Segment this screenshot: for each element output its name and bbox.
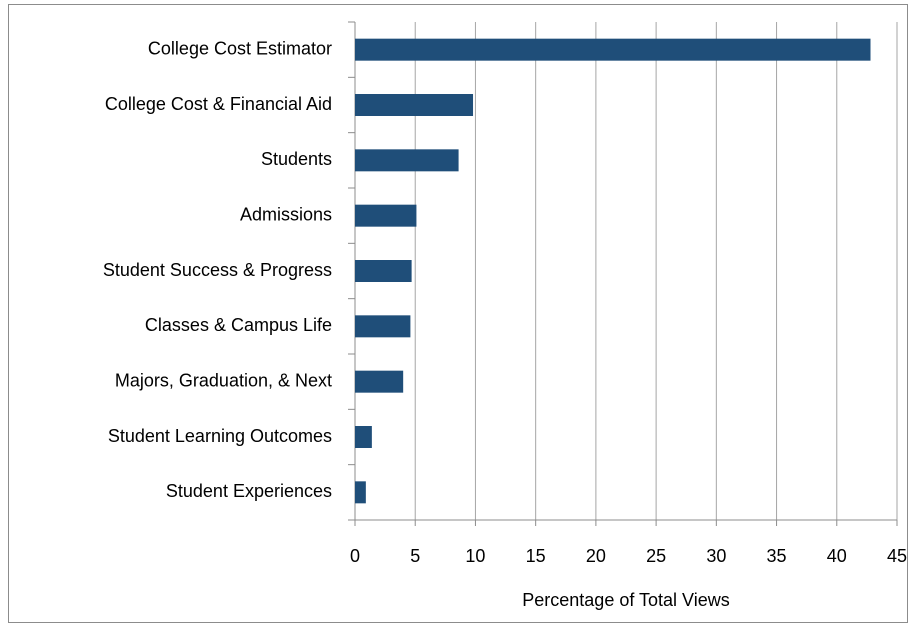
x-tick-label: 15 [526, 546, 546, 566]
bar [355, 204, 417, 227]
x-tick-label: 20 [586, 546, 606, 566]
x-tick-label: 40 [827, 546, 847, 566]
bar [355, 481, 366, 504]
x-tick-label: 5 [410, 546, 420, 566]
bar [355, 370, 404, 393]
y-tick-label: Classes & Campus Life [145, 315, 332, 335]
x-tick-label: 10 [465, 546, 485, 566]
y-tick-label: Admissions [240, 204, 332, 224]
y-tick-label: Majors, Graduation, & Next [115, 370, 332, 390]
x-tick-label: 0 [350, 546, 360, 566]
x-tick-label: 30 [706, 546, 726, 566]
bar [355, 149, 459, 172]
x-axis-title: Percentage of Total Views [522, 590, 729, 610]
y-tick-label: College Cost Estimator [148, 38, 332, 58]
y-tick-label: Students [261, 149, 332, 169]
y-tick-label: Student Experiences [166, 481, 332, 501]
x-tick-label: 35 [767, 546, 787, 566]
y-tick-label: Student Success & Progress [103, 260, 332, 280]
x-tick-label: 45 [887, 546, 907, 566]
chart-border [8, 4, 908, 623]
bar [355, 426, 372, 448]
bar [355, 38, 871, 61]
y-tick-label: Student Learning Outcomes [108, 426, 332, 446]
y-tick-label: College Cost & Financial Aid [105, 94, 332, 114]
bar [355, 260, 412, 282]
bar [355, 315, 411, 338]
x-tick-label: 25 [646, 546, 666, 566]
bar [355, 94, 474, 116]
